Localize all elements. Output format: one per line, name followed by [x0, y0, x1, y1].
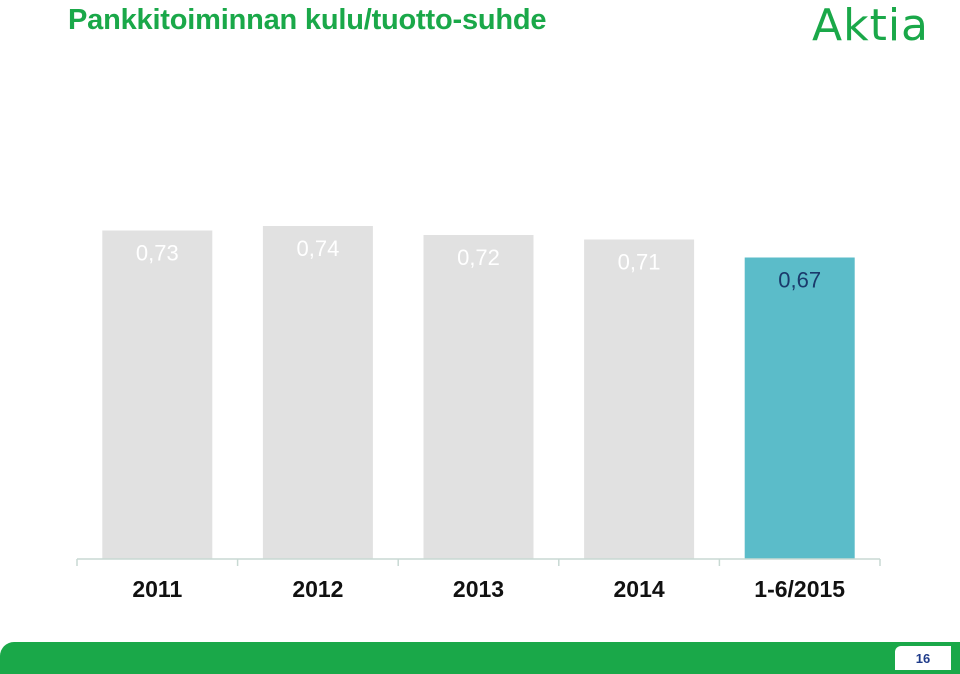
bar-2013: [423, 235, 534, 559]
footer-bar: [0, 642, 960, 674]
x-tick-label: 2012: [292, 576, 343, 602]
x-tick-label: 2014: [614, 576, 665, 602]
page-title: Pankkitoiminnan kulu/tuotto-suhde: [68, 4, 547, 36]
bar-2014: [584, 239, 695, 559]
data-label: 0,73: [136, 241, 179, 266]
data-label: 0,72: [457, 245, 500, 270]
bar-1-6-2015: [744, 257, 855, 559]
data-label: 0,67: [778, 268, 821, 293]
x-tick-label: 2013: [453, 576, 504, 602]
bar-2012: [262, 226, 373, 559]
data-label: 0,74: [296, 236, 339, 261]
data-label: 0,71: [618, 250, 661, 275]
bar-2011: [102, 230, 213, 559]
x-tick-label: 2011: [132, 576, 182, 602]
aktia-logo: Aktia: [812, 0, 930, 51]
x-tick-label: 1-6/2015: [754, 576, 845, 602]
page-number: 16: [895, 646, 951, 670]
